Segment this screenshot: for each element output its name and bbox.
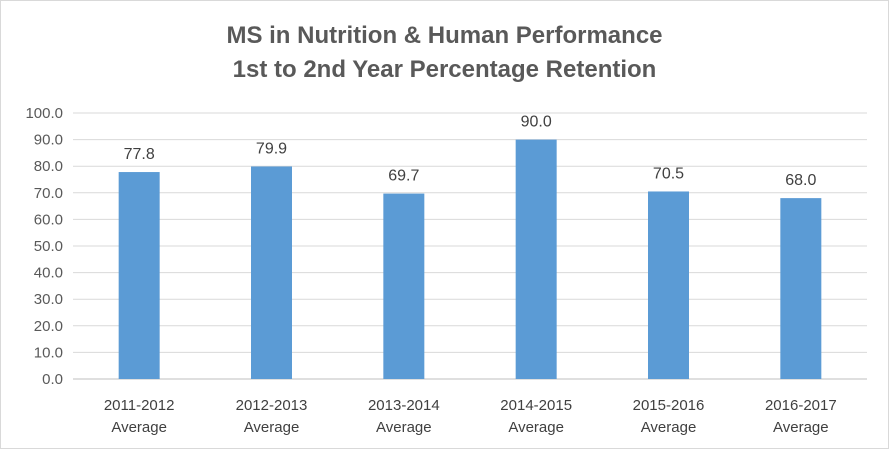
x-tick-label: Average <box>244 419 300 436</box>
x-tick-label: 2011-2012 <box>104 397 175 414</box>
bar <box>515 139 557 379</box>
y-tick-label: 80.0 <box>34 158 63 175</box>
chart-title: MS in Nutrition & Human Performance <box>226 22 663 49</box>
bar <box>383 193 425 379</box>
data-label: 77.8 <box>124 146 155 163</box>
x-tick-label: 2015-2016 <box>633 397 705 414</box>
y-tick-label: 70.0 <box>34 185 63 202</box>
bar <box>118 172 160 379</box>
x-tick-label: 2016-2017 <box>765 397 837 414</box>
chart-title-block: MS in Nutrition & Human Performance 1st … <box>1 19 888 87</box>
y-tick-label: 30.0 <box>34 291 63 308</box>
bar <box>251 166 292 379</box>
x-tick-label: 2012-2013 <box>236 397 308 414</box>
x-tick-label: 2013-2014 <box>368 397 440 414</box>
y-tick-label: 100.0 <box>25 105 63 122</box>
x-tick-label: Average <box>773 419 829 436</box>
x-tick-label: Average <box>641 419 697 436</box>
y-tick-label: 90.0 <box>34 132 63 149</box>
y-tick-label: 50.0 <box>34 238 63 255</box>
y-tick-label: 0.0 <box>42 371 63 388</box>
y-tick-label: 40.0 <box>34 265 63 282</box>
chart-subtitle: 1st to 2nd Year Percentage Retention <box>232 56 657 83</box>
x-tick-label: Average <box>508 419 564 436</box>
y-tick-label: 10.0 <box>34 344 63 361</box>
x-tick-label: 2014-2015 <box>500 397 572 414</box>
data-label: 68.0 <box>785 172 816 189</box>
bar <box>648 191 689 379</box>
x-tick-label: Average <box>111 419 167 436</box>
y-tick-label: 20.0 <box>34 318 63 335</box>
x-tick-label: Average <box>376 419 432 436</box>
data-label: 70.5 <box>653 165 684 182</box>
bar <box>780 198 822 379</box>
data-label: 90.0 <box>521 114 552 131</box>
y-tick-label: 60.0 <box>34 211 63 228</box>
data-label: 79.9 <box>256 140 287 157</box>
data-label: 69.7 <box>388 168 419 185</box>
